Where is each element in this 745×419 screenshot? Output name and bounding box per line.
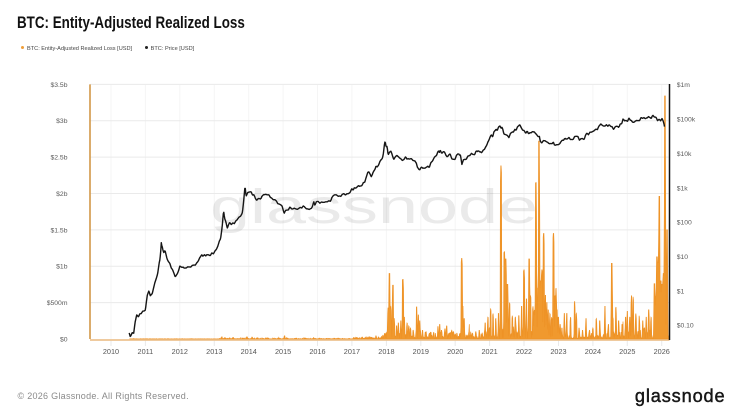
svg-text:$3.5b: $3.5b	[50, 82, 67, 89]
svg-text:$2.5b: $2.5b	[50, 155, 67, 162]
svg-text:2026: 2026	[654, 347, 670, 356]
svg-text:$10: $10	[677, 254, 689, 261]
svg-text:glassnode: glassnode	[210, 181, 538, 234]
svg-text:2019: 2019	[413, 347, 429, 356]
svg-text:$0.10: $0.10	[677, 323, 694, 330]
svg-text:$1k: $1k	[677, 185, 689, 192]
svg-text:2024: 2024	[585, 347, 601, 356]
svg-text:$1b: $1b	[56, 264, 68, 271]
svg-text:2013: 2013	[206, 347, 222, 356]
svg-text:2012: 2012	[172, 347, 188, 356]
svg-text:2010: 2010	[103, 347, 119, 356]
svg-text:$3b: $3b	[56, 118, 68, 125]
svg-text:$500m: $500m	[47, 300, 68, 307]
svg-text:$2b: $2b	[56, 191, 68, 198]
svg-text:2025: 2025	[619, 347, 635, 356]
svg-text:$1: $1	[677, 288, 685, 295]
svg-text:2011: 2011	[138, 347, 154, 356]
svg-text:2022: 2022	[516, 347, 532, 356]
svg-text:$1.5b: $1.5b	[50, 227, 67, 234]
svg-text:2018: 2018	[378, 347, 394, 356]
svg-text:2017: 2017	[344, 347, 360, 356]
svg-text:2016: 2016	[309, 347, 325, 356]
svg-text:$0: $0	[60, 336, 68, 343]
svg-text:2015: 2015	[275, 347, 291, 356]
svg-text:$100k: $100k	[677, 117, 696, 124]
svg-text:2023: 2023	[550, 347, 566, 356]
svg-text:$1m: $1m	[677, 82, 691, 89]
svg-text:2014: 2014	[241, 347, 257, 356]
svg-text:2020: 2020	[447, 347, 463, 356]
svg-text:2021: 2021	[481, 347, 497, 356]
svg-text:$100: $100	[677, 220, 692, 227]
svg-text:$10k: $10k	[677, 151, 692, 158]
